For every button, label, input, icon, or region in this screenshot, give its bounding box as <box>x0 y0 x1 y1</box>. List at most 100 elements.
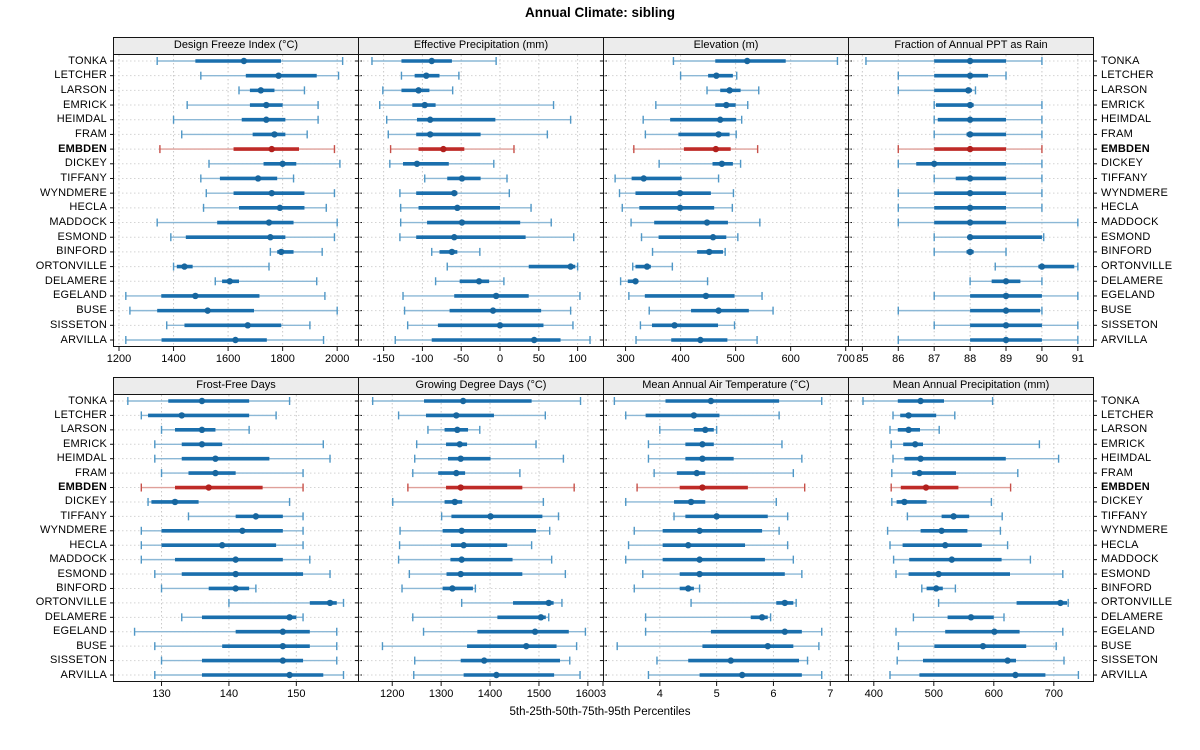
svg-text:1200: 1200 <box>107 353 131 365</box>
station-label-left: BINFORD <box>56 581 107 594</box>
station-label-left: SISSETON <box>49 654 107 667</box>
panel-elevation: Elevation (m) 300 400 500 600 700 <box>600 37 855 367</box>
station-label-right: BINFORD <box>1101 245 1152 258</box>
svg-text:700: 700 <box>837 353 855 365</box>
panel-growing-degree-days: Growing Degree Days (°C) 1200 1300 1400 150… <box>355 377 607 702</box>
svg-text:1600: 1600 <box>576 688 600 700</box>
station-label-right: FRAM <box>1101 127 1133 140</box>
svg-text:88: 88 <box>964 353 976 365</box>
svg-text:-50: -50 <box>453 353 469 365</box>
panel-fraction-ppt-rain: Fraction of Annual PPT as Rain 85 86 87 88 8… <box>845 37 1097 367</box>
station-label-left: LETCHER <box>54 408 107 421</box>
station-label-right: LETCHER <box>1101 69 1154 82</box>
svg-text:600: 600 <box>985 688 1003 700</box>
svg-text:50: 50 <box>533 353 545 365</box>
panel-plot-effective-precipitation: -150 -100 -50 0 50 100 <box>355 54 607 365</box>
station-label-right: TONKA <box>1101 54 1140 67</box>
panel-plot-elevation: 300 400 500 600 700 <box>600 54 855 365</box>
panel-strip-title: Mean Annual Precipitation (mm) <box>848 377 1094 394</box>
station-labels-left-top: TONKA LETCHER LARSON EMRICK HEIMDAL FRAM EMBDE… <box>0 37 113 347</box>
svg-text:100: 100 <box>568 353 586 365</box>
station-label-right: ESMOND <box>1101 567 1151 580</box>
station-label-left: TIFFANY <box>60 509 107 522</box>
station-label-right: BINFORD <box>1101 581 1152 594</box>
panel-plot-mean-annual-air-temperature: 3 4 5 6 7 <box>600 394 852 700</box>
station-label-left: EGELAND <box>53 625 107 638</box>
station-label-right: DELAMERE <box>1101 274 1164 287</box>
svg-text:87: 87 <box>928 353 940 365</box>
station-label-left: FRAM <box>75 466 107 479</box>
svg-text:300: 300 <box>616 353 634 365</box>
panel-mean-annual-precipitation: Mean Annual Precipitation (mm) 400 500 600… <box>845 377 1097 702</box>
station-label-left: TONKA <box>68 394 107 407</box>
svg-text:86: 86 <box>892 353 904 365</box>
svg-text:1800: 1800 <box>270 353 294 365</box>
panel-strip-title: Design Freeze Index (°C) <box>113 37 359 54</box>
station-label-left: EMBDEN <box>58 142 107 155</box>
station-label-left: WYNDMERE <box>40 524 107 537</box>
svg-text:1500: 1500 <box>527 688 551 700</box>
panel-plot-design-freeze-index: 1200 1400 1600 1800 2000 <box>107 54 362 365</box>
station-label-right: TONKA <box>1101 394 1140 407</box>
station-label-left: SISSETON <box>49 318 107 331</box>
station-label-right: DICKEY <box>1101 495 1144 508</box>
station-label-left: DELAMERE <box>44 610 107 623</box>
station-label-left: ESMOND <box>57 230 107 243</box>
station-label-left: MADDOCK <box>49 553 107 566</box>
panel-plot-frost-free-days: 130 140 150 <box>110 394 362 700</box>
station-label-right: TIFFANY <box>1101 509 1148 522</box>
station-label-left: TONKA <box>68 54 107 67</box>
station-label-right: HECLA <box>1101 201 1139 214</box>
station-label-right: DELAMERE <box>1101 610 1164 623</box>
figure-title: Annual Climate: sibling <box>524 5 675 20</box>
svg-text:91: 91 <box>1072 353 1084 365</box>
station-label-right: HEIMDAL <box>1101 113 1152 126</box>
station-label-right: SISSETON <box>1101 318 1159 331</box>
svg-text:6: 6 <box>770 688 776 700</box>
svg-text:700: 700 <box>1045 688 1063 700</box>
station-label-right: LARSON <box>1101 423 1148 436</box>
station-label-right: EGELAND <box>1101 625 1155 638</box>
panel-strip-title: Elevation (m) <box>603 37 849 54</box>
svg-text:1400: 1400 <box>478 688 502 700</box>
station-label-left: HEIMDAL <box>56 113 107 126</box>
svg-text:0: 0 <box>497 353 503 365</box>
station-label-right: ORTONVILLE <box>1101 260 1173 273</box>
station-label-left: HEIMDAL <box>56 452 107 465</box>
svg-text:1600: 1600 <box>216 353 240 365</box>
panel-effective-precipitation: Effective Precipitation (mm) -150 -100 -50… <box>355 37 607 367</box>
station-label-left: WYNDMERE <box>40 186 107 199</box>
panel-frost-free-days: Frost-Free Days 130 140 150 <box>110 377 362 702</box>
station-label-right: LARSON <box>1101 83 1148 96</box>
svg-text:-150: -150 <box>373 353 395 365</box>
station-label-left: ARVILLA <box>60 668 107 681</box>
svg-text:130: 130 <box>152 688 170 700</box>
station-label-left: ESMOND <box>57 567 107 580</box>
svg-text:150: 150 <box>287 688 305 700</box>
panel-strip-title: Mean Annual Air Temperature (°C) <box>603 377 849 394</box>
station-label-left: MADDOCK <box>49 216 107 229</box>
station-label-left: BINFORD <box>56 245 107 258</box>
svg-text:500: 500 <box>726 353 744 365</box>
svg-text:85: 85 <box>856 353 868 365</box>
svg-text:2000: 2000 <box>325 353 349 365</box>
station-label-right: LETCHER <box>1101 408 1154 421</box>
svg-text:90: 90 <box>1036 353 1048 365</box>
station-label-right: WYNDMERE <box>1101 524 1168 537</box>
panel-plot-growing-degree-days: 1200 1300 1400 1500 1600 <box>355 394 607 700</box>
station-label-right: BUSE <box>1101 304 1132 317</box>
svg-text:600: 600 <box>781 353 799 365</box>
svg-text:500: 500 <box>925 688 943 700</box>
station-label-right: WYNDMERE <box>1101 186 1168 199</box>
svg-text:3: 3 <box>600 688 606 700</box>
station-label-right: DICKEY <box>1101 157 1144 170</box>
panel-strip-title: Fraction of Annual PPT as Rain <box>848 37 1094 54</box>
station-label-left: BUSE <box>76 639 107 652</box>
station-label-left: ARVILLA <box>60 333 107 346</box>
station-label-left: LARSON <box>60 423 107 436</box>
station-labels-right-top: TONKA LETCHER LARSON EMRICK HEIMDAL FRAM EMBDE… <box>1094 37 1200 347</box>
station-label-left: ORTONVILLE <box>35 596 107 609</box>
station-label-left: HECLA <box>69 538 107 551</box>
trellis-row-bottom: TONKA LETCHER LARSON EMRICK HEIMDAL FRAM EMBDE… <box>0 377 1200 702</box>
station-label-left: EMRICK <box>63 437 107 450</box>
